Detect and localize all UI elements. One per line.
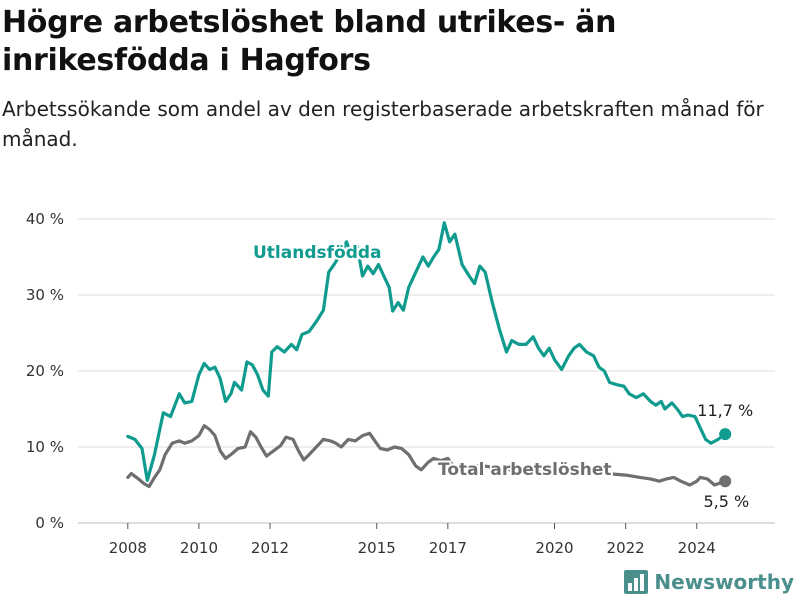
brand-logo: Newsworthy (624, 570, 794, 594)
brand-name: Newsworthy (654, 570, 794, 594)
series-label-total: Total arbetslöshet (438, 460, 612, 480)
end-value-total: 5,5 % (703, 492, 749, 511)
x-tick-label: 2015 (358, 539, 396, 557)
series-lines (126, 221, 732, 489)
end-point-total (719, 475, 732, 488)
chart-title: Högre arbetslöshet bland utrikes- än inr… (2, 5, 617, 78)
y-tick-label: 30 % (26, 286, 64, 304)
y-axis: 0 % 10 % 20 % 30 % 40 % (26, 210, 64, 532)
y-tick-label: 20 % (26, 362, 64, 380)
x-tick-label: 2012 (251, 539, 289, 557)
series-line-total (126, 424, 727, 489)
gridlines (78, 218, 775, 524)
x-tick-label: 2010 (180, 539, 218, 557)
x-tick-label: 2008 (109, 539, 147, 557)
x-axis: 2008 2010 2012 2015 2017 2020 2022 2024 (109, 523, 716, 557)
x-tick-label: 2017 (429, 539, 467, 557)
y-tick-label: 10 % (26, 438, 64, 456)
x-tick-label: 2024 (678, 539, 716, 557)
bar-chart-icon (624, 570, 649, 594)
x-tick-label: 2020 (535, 539, 573, 557)
y-tick-label: 0 % (35, 514, 64, 532)
series-label-utlandsfodda: Utlandsfödda (253, 243, 382, 263)
y-tick-label: 40 % (26, 210, 64, 228)
chart-subtitle: Arbetssökande som andel av den registerb… (2, 97, 764, 151)
series-line-foreign (126, 221, 727, 482)
end-value-utlandsfodda: 11,7 % (697, 401, 753, 420)
end-point-foreign (719, 428, 732, 441)
series-labels: Utlandsfödda Total arbetslöshet 11,7 % 5,5 … (251, 241, 753, 511)
x-tick-label: 2022 (607, 539, 645, 557)
